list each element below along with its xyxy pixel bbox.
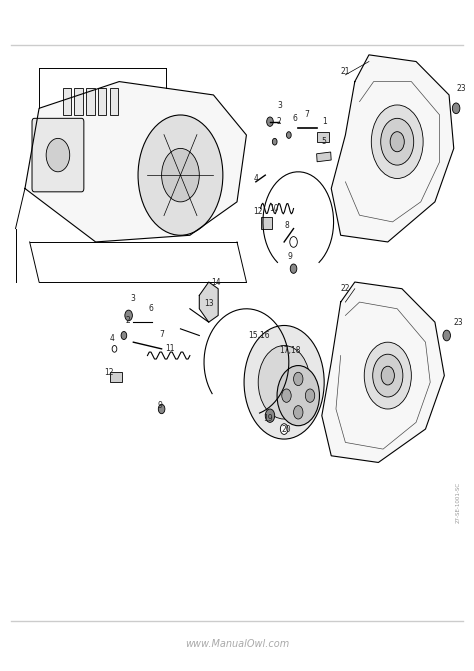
Circle shape bbox=[452, 103, 460, 113]
Circle shape bbox=[305, 389, 315, 403]
Text: 7: 7 bbox=[159, 329, 164, 339]
Text: 13: 13 bbox=[204, 299, 214, 308]
Bar bbox=[86, 89, 95, 115]
Text: 7: 7 bbox=[304, 111, 309, 119]
Circle shape bbox=[293, 372, 303, 386]
Polygon shape bbox=[322, 282, 444, 462]
Circle shape bbox=[390, 132, 404, 152]
Circle shape bbox=[381, 366, 394, 385]
Text: www.ManualOwl.com: www.ManualOwl.com bbox=[185, 639, 289, 650]
Polygon shape bbox=[199, 282, 218, 322]
Circle shape bbox=[258, 346, 310, 419]
Bar bbox=[317, 132, 329, 142]
Text: 11: 11 bbox=[165, 344, 174, 354]
Circle shape bbox=[46, 138, 70, 172]
Circle shape bbox=[244, 325, 324, 439]
Text: 9: 9 bbox=[157, 401, 162, 410]
Bar bbox=[317, 152, 331, 162]
Text: 12: 12 bbox=[104, 368, 114, 376]
Circle shape bbox=[293, 406, 303, 419]
Text: 5: 5 bbox=[322, 137, 327, 146]
Text: 8: 8 bbox=[284, 221, 289, 229]
Text: 4: 4 bbox=[254, 174, 258, 183]
Text: 17,18: 17,18 bbox=[280, 346, 301, 355]
FancyBboxPatch shape bbox=[32, 118, 84, 192]
Polygon shape bbox=[25, 82, 246, 242]
Text: 1: 1 bbox=[322, 117, 327, 126]
Bar bbox=[63, 89, 71, 115]
Circle shape bbox=[282, 389, 291, 403]
Text: 6: 6 bbox=[149, 304, 154, 313]
Circle shape bbox=[267, 117, 273, 126]
Circle shape bbox=[158, 405, 165, 414]
Bar bbox=[98, 89, 107, 115]
Circle shape bbox=[121, 331, 127, 340]
Circle shape bbox=[373, 354, 403, 397]
Circle shape bbox=[286, 132, 291, 138]
Bar bbox=[261, 217, 273, 229]
Text: 2: 2 bbox=[276, 117, 281, 126]
Text: 3: 3 bbox=[130, 294, 135, 303]
Text: 21: 21 bbox=[341, 67, 350, 76]
Circle shape bbox=[280, 423, 288, 434]
Circle shape bbox=[112, 346, 117, 352]
Circle shape bbox=[125, 310, 132, 321]
Text: 23: 23 bbox=[454, 317, 463, 327]
Text: 12: 12 bbox=[254, 207, 263, 216]
Text: 19: 19 bbox=[263, 414, 273, 423]
Circle shape bbox=[277, 366, 319, 425]
Text: 20: 20 bbox=[282, 425, 292, 433]
Text: 22: 22 bbox=[341, 285, 350, 293]
Text: 15,16: 15,16 bbox=[248, 331, 270, 340]
Text: 14: 14 bbox=[211, 278, 221, 287]
Circle shape bbox=[265, 409, 275, 422]
Polygon shape bbox=[331, 55, 454, 242]
Bar bbox=[74, 89, 83, 115]
Text: 10: 10 bbox=[269, 204, 279, 213]
Text: 3: 3 bbox=[277, 101, 282, 110]
Bar bbox=[110, 89, 118, 115]
Circle shape bbox=[364, 342, 411, 409]
Circle shape bbox=[290, 237, 297, 248]
Text: 4: 4 bbox=[109, 334, 115, 344]
Text: 9: 9 bbox=[288, 252, 292, 261]
Bar bbox=[110, 372, 121, 382]
Circle shape bbox=[443, 330, 450, 341]
Text: 2: 2 bbox=[125, 315, 130, 325]
Circle shape bbox=[138, 115, 223, 236]
Circle shape bbox=[371, 105, 423, 178]
Circle shape bbox=[273, 138, 277, 145]
Text: 6: 6 bbox=[292, 114, 297, 123]
Circle shape bbox=[290, 264, 297, 273]
Circle shape bbox=[381, 118, 414, 165]
Text: 23: 23 bbox=[456, 84, 465, 93]
Circle shape bbox=[162, 148, 199, 202]
Text: 27-SE-1001-SC: 27-SE-1001-SC bbox=[456, 482, 461, 523]
